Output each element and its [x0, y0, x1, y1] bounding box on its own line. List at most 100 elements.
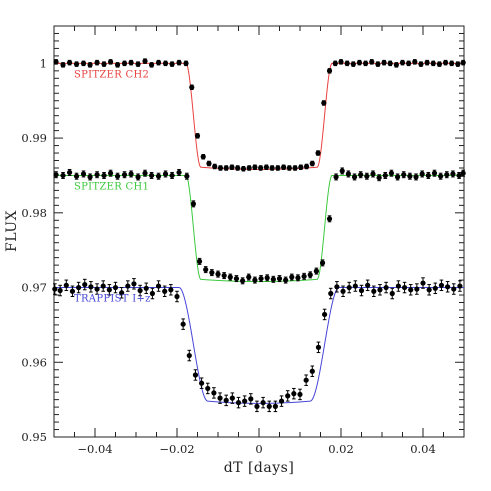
data-point: [121, 60, 128, 66]
data-point: [63, 282, 69, 288]
x-tick-label: −0.04: [77, 442, 112, 456]
data-point: [406, 60, 412, 66]
data-point: [107, 59, 114, 65]
data-point: [135, 61, 141, 67]
data-point: [183, 60, 189, 66]
data-point: [254, 403, 260, 409]
x-tick-label: −0.02: [159, 442, 194, 456]
data-point: [326, 68, 333, 74]
data-point: [278, 398, 285, 404]
data-point: [66, 60, 73, 66]
data-point: [248, 396, 254, 402]
axis-tick-labels: −0.04 −0.02 0 0.02 0.04 0.95 0.96 0.97 0.98 0.99 1: [21, 56, 435, 456]
data-point: [269, 165, 275, 171]
data-point: [333, 174, 339, 180]
data-point: [200, 154, 206, 160]
data-point: [451, 286, 457, 292]
series-label-2: TRAPPIST I+z: [74, 294, 151, 305]
data-point: [412, 59, 418, 65]
data-point: [381, 60, 387, 66]
data-point: [350, 61, 356, 67]
data-point: [206, 160, 212, 167]
data-point: [328, 290, 334, 297]
data-point: [155, 283, 162, 289]
data-point: [338, 59, 344, 65]
y-axis-title: FLUX: [4, 210, 20, 252]
data-point: [190, 201, 196, 207]
data-point: [114, 173, 121, 179]
data-point: [420, 280, 426, 286]
data-point: [53, 172, 59, 178]
data-point: [315, 150, 321, 156]
data-point: [460, 170, 466, 176]
data-point: [283, 277, 289, 283]
data-point: [69, 288, 76, 294]
data-point: [370, 171, 376, 177]
data-point: [258, 275, 264, 282]
data-point: [401, 284, 408, 291]
data-point: [286, 165, 292, 171]
series-labels: SPITZER CH2 SPITZER CH1 TRAPPIST I+z: [74, 70, 151, 305]
data-point: [450, 171, 456, 177]
data-point: [162, 60, 169, 66]
data-point: [199, 380, 205, 386]
data-point: [142, 170, 148, 176]
data-point: [66, 169, 73, 176]
data-point: [217, 165, 224, 171]
data-point: [112, 284, 119, 291]
data-point: [125, 283, 131, 289]
data-point: [162, 171, 169, 177]
data-point: [430, 60, 436, 66]
data-point: [281, 164, 287, 170]
data-point: [82, 281, 88, 288]
data-point: [169, 61, 175, 67]
data-point: [375, 61, 381, 67]
data-point: [266, 403, 272, 409]
data-point: [119, 290, 125, 296]
data-point: [399, 60, 406, 66]
data-point: [424, 60, 430, 66]
data-point: [351, 174, 358, 180]
data-point: [309, 368, 315, 374]
data-point: [291, 391, 297, 397]
y-tick-label: 1: [40, 56, 47, 70]
data-point: [393, 62, 399, 68]
data-point: [128, 171, 134, 177]
data-point: [442, 60, 449, 66]
series-label-1: SPITZER CH1: [74, 182, 149, 193]
data-point: [258, 165, 264, 171]
data-point: [229, 164, 235, 170]
data-point: [94, 60, 100, 66]
data-point: [52, 286, 58, 292]
data-point: [388, 170, 395, 176]
data-point: [383, 284, 389, 291]
x-axis-title: dT [days]: [224, 460, 295, 476]
data-point: [432, 285, 438, 291]
data-point: [169, 172, 175, 179]
data-point: [332, 60, 338, 66]
data-point: [295, 275, 301, 281]
data-point: [240, 166, 247, 172]
data-point: [371, 288, 377, 294]
data-point: [176, 169, 182, 176]
data-point: [272, 403, 278, 409]
data-point: [322, 311, 328, 318]
data-point: [227, 274, 233, 280]
data-point: [457, 283, 463, 289]
data-point: [100, 283, 106, 289]
data-point: [53, 59, 59, 65]
data-point: [235, 400, 242, 406]
data-point: [184, 173, 190, 179]
data-point: [285, 393, 291, 399]
data-point: [319, 260, 326, 266]
data-point: [395, 283, 401, 289]
data-point: [401, 172, 407, 178]
data-point: [313, 268, 319, 274]
data-point: [223, 397, 229, 403]
data-point: [106, 287, 112, 293]
data-point: [445, 284, 451, 290]
data-point: [114, 62, 121, 68]
data-point: [369, 59, 375, 65]
